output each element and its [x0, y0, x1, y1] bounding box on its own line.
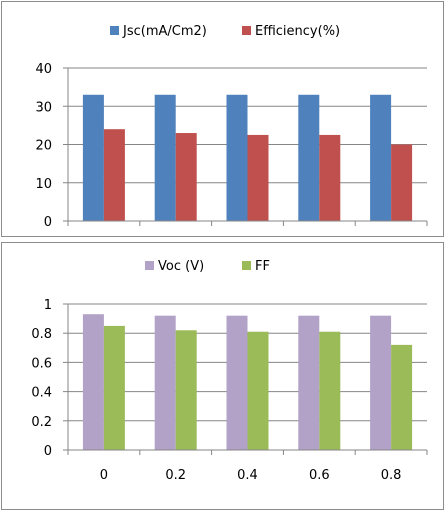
y-tick-label-top: 30	[35, 100, 52, 115]
bar-bottom-ff-4	[391, 344, 413, 450]
y-tick-label-bottom: 0.6	[31, 356, 52, 371]
x-tick-label-bottom: 0.2	[165, 468, 186, 483]
bar-top-efficiency--3	[319, 134, 341, 221]
y-tick-label-bottom: 0.2	[31, 415, 52, 430]
bar-bottom-ff-0	[103, 325, 125, 450]
legend-swatch-top	[110, 26, 119, 35]
bar-top-efficiency--1	[175, 133, 197, 221]
x-tick-label-bottom: 0.4	[237, 468, 258, 483]
y-tick-label-top: 40	[35, 62, 52, 77]
bar-bottom-ff-3	[319, 331, 341, 450]
chart-top: 0 10 20 30 40 Jsc(mA/Cm2) Efficiency(%)	[35, 24, 428, 230]
legend-label-top: Efficiency(%)	[255, 24, 340, 39]
legend-swatch-bottom	[242, 261, 251, 270]
y-tick-label-top: 20	[35, 139, 52, 154]
bar-top-efficiency--0	[103, 129, 125, 221]
legend-swatch-bottom	[145, 261, 154, 270]
y-tick-label-bottom: 0.4	[31, 386, 52, 401]
bar-bottom-ff-2	[247, 331, 269, 450]
legend-label-bottom: Voc (V)	[158, 259, 204, 274]
bar-top-jsc-ma-cm2--2	[226, 94, 248, 221]
y-tick-label-bottom: 1	[44, 298, 52, 313]
bar-top-jsc-ma-cm2--1	[154, 94, 176, 221]
bar-bottom-voc-v--4	[370, 315, 392, 450]
y-tick-label-bottom: 0.8	[31, 327, 52, 342]
chart-panel-bottom: 0 0.2 0.4 0.6 0.8 1 0 0.2 0.4 0.6 0.8 Voc (V) FF	[1, 242, 444, 510]
legend-label-bottom: FF	[255, 259, 270, 274]
bar-top-jsc-ma-cm2--0	[82, 94, 104, 221]
bar-bottom-ff-1	[175, 330, 197, 450]
y-tick-label-top: 10	[35, 177, 52, 192]
bar-bottom-voc-v--2	[226, 315, 248, 450]
bar-top-jsc-ma-cm2--4	[370, 94, 392, 221]
bar-bottom-voc-v--0	[82, 314, 104, 450]
bar-top-efficiency--2	[247, 134, 269, 221]
y-tick-label-bottom: 0	[44, 444, 52, 459]
chart-panel-top: 0 10 20 30 40 Jsc(mA/Cm2) Efficiency(%)	[1, 1, 444, 237]
bar-top-efficiency--4	[391, 144, 413, 221]
bar-bottom-voc-v--1	[154, 315, 176, 450]
bar-bottom-voc-v--3	[298, 315, 320, 450]
x-tick-label-bottom: 0	[100, 468, 108, 483]
y-tick-label-top: 0	[44, 215, 52, 230]
legend-swatch-top	[242, 26, 251, 35]
legend-label-top: Jsc(mA/Cm2)	[122, 24, 207, 39]
x-tick-label-bottom: 0.8	[381, 468, 402, 483]
bar-top-jsc-ma-cm2--3	[298, 94, 320, 221]
chart-bottom: 0 0.2 0.4 0.6 0.8 1 0 0.2 0.4 0.6 0.8 Voc (V) FF	[31, 259, 428, 483]
x-tick-label-bottom: 0.6	[309, 468, 330, 483]
